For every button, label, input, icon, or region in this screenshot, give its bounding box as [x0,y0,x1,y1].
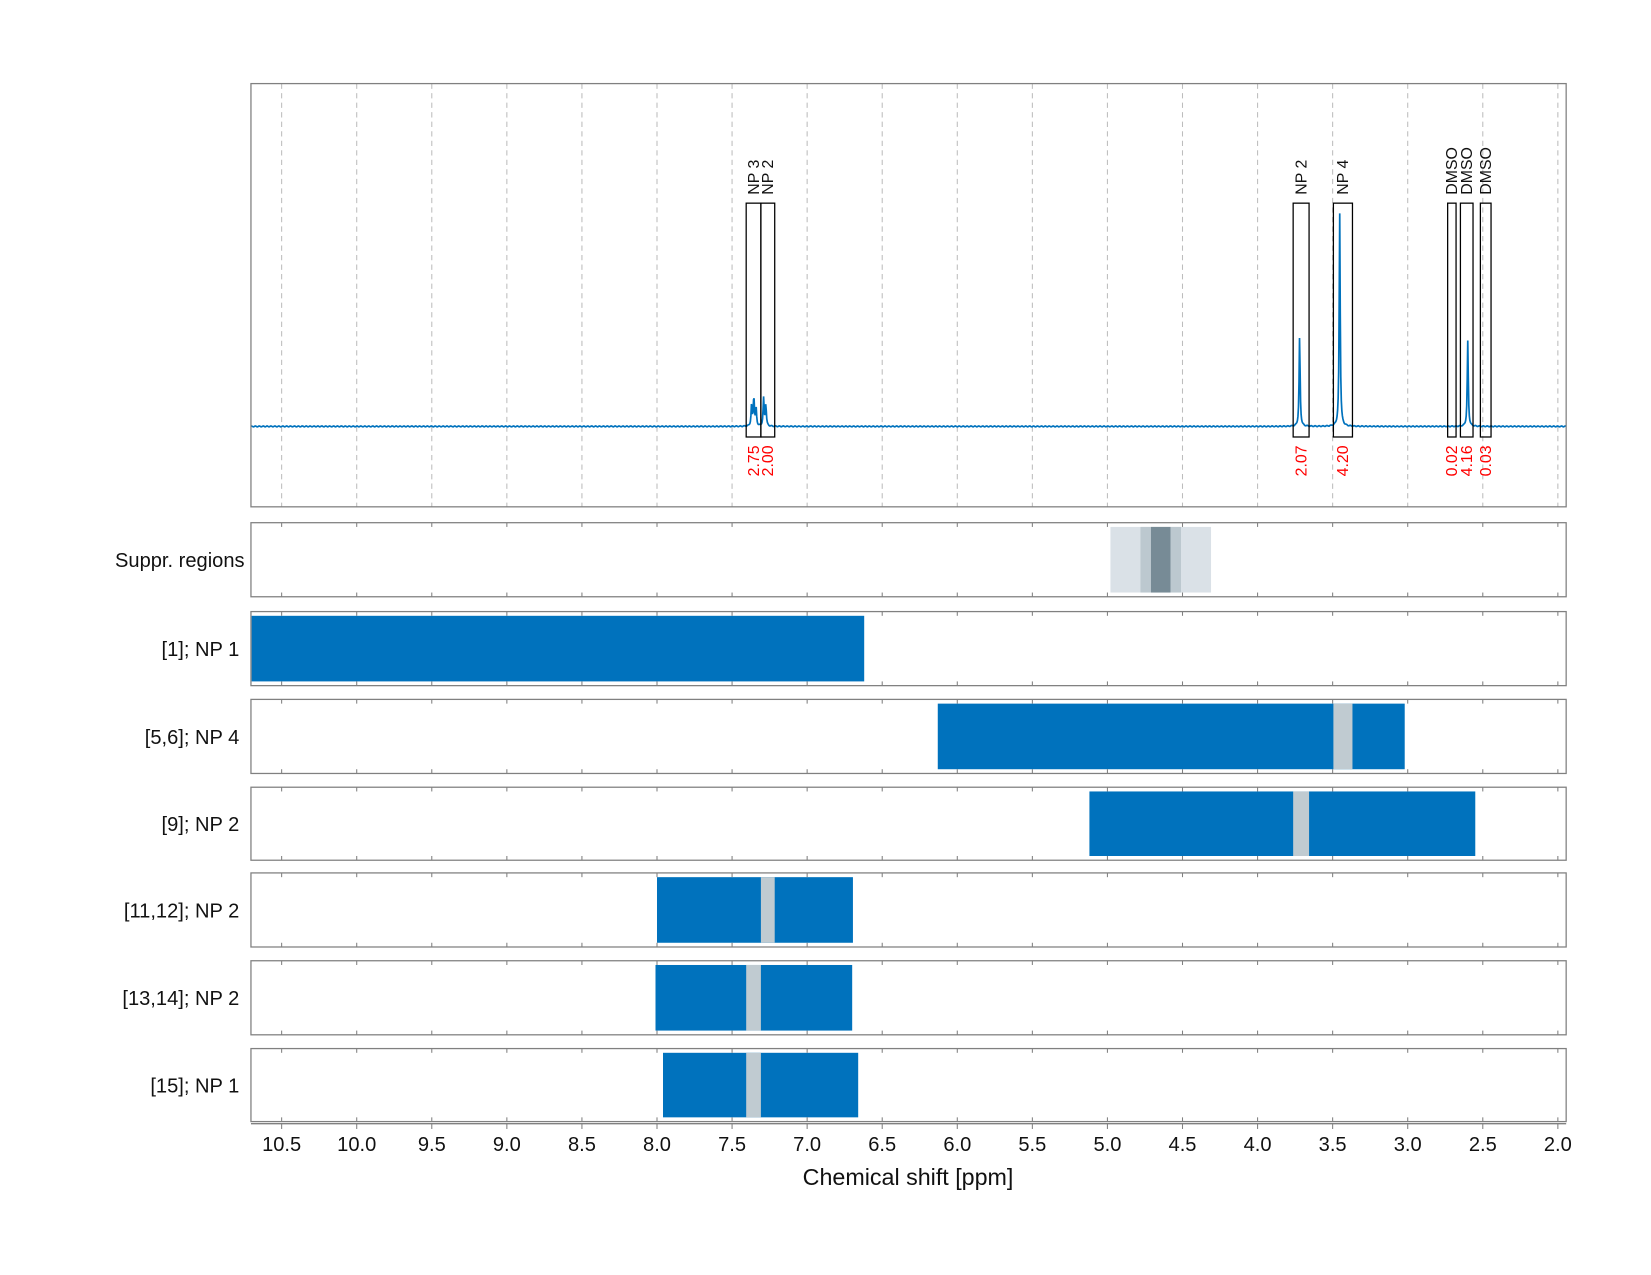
x-tick-label: 5.5 [1018,1134,1046,1156]
row-frame [250,610,1567,687]
row-frame [250,698,1567,775]
region-label: DMSO [1478,147,1495,195]
integration-region-box [1459,202,1474,438]
x-tick-label: 10.5 [262,1134,301,1156]
spectrum-line [250,213,1567,428]
x-tick-label: 7.0 [793,1134,821,1156]
x-tick-label: 8.0 [643,1134,671,1156]
region-row: [1]; NP 1 [161,610,1567,687]
region-label: DMSO [1444,147,1461,195]
region-row: [13,14]; NP 2 [122,960,1567,1036]
region-label: NP 4 [1335,160,1352,195]
integration-region-box [1447,202,1457,438]
x-axis-label: Chemical shift [ppm] [803,1164,1014,1190]
x-tick-label: 3.5 [1319,1134,1347,1156]
x-tick-label: 6.0 [943,1134,971,1156]
integral-value: 2.00 [760,445,777,476]
region-bar [760,877,775,943]
spectrum-panel: NP 3 2.75 NP 2 2.00 NP 2 2.07 NP 4 4.20 DMSO 0.02… [250,82,1567,508]
region-row: [11,12]; NP 2 [124,872,1567,948]
x-axis: 10.5 10.0 9.5 9.0 8.5 8.0 7.5 7.0 6.5 6.0 5.5 5.0 4.… [250,1123,1572,1156]
row-label: [11,12]; NP 2 [124,900,239,922]
row-label: [15]; NP 1 [150,1075,239,1097]
x-tick-label: 5.0 [1093,1134,1121,1156]
region-bar [746,1052,761,1118]
integral-value: 2.75 [746,445,763,476]
row-frame [250,960,1567,1036]
row-frame [250,786,1567,861]
integral-value: 0.03 [1478,445,1495,476]
x-tick-label: 4.0 [1244,1134,1272,1156]
region-bar [746,964,761,1031]
x-tick-label: 4.5 [1169,1134,1197,1156]
integral-value: 2.07 [1293,445,1310,476]
integration-region-box [1292,202,1310,438]
integral-value: 0.02 [1444,445,1461,476]
region-row: Suppr. regions [115,522,1567,598]
region-label: NP 2 [1293,160,1310,195]
region-row: [15]; NP 1 [150,1047,1567,1123]
x-tick-label: 6.5 [868,1134,896,1156]
region-bar [1333,703,1353,770]
row-label: [13,14]; NP 2 [122,988,239,1010]
region-label: DMSO [1459,147,1476,195]
region-bar [1089,791,1476,856]
region-row: [5,6]; NP 4 [145,698,1567,775]
integration-region-box [1332,202,1354,438]
region-bar [937,703,1405,770]
region-bar [1150,526,1171,593]
region-rows: Suppr. regions [1]; NP 1 [5,6]; NP 4 [9]; N… [115,522,1567,1123]
x-tick-label: 2.5 [1469,1134,1497,1156]
x-tick-label: 8.5 [568,1134,596,1156]
spectrum-frame [250,82,1567,508]
x-tick-label: 10.0 [337,1134,376,1156]
region-label: NP 2 [760,160,777,195]
x-tick-label: 9.5 [418,1134,446,1156]
region-bar [656,877,853,943]
row-label: Suppr. regions [115,550,245,572]
row-frame [250,872,1567,948]
x-tick-label: 2.0 [1544,1134,1572,1156]
integral-value: 4.16 [1459,445,1476,476]
row-label: [5,6]; NP 4 [145,727,240,749]
row-label: [9]; NP 2 [161,814,239,836]
region-label: NP 3 [746,160,763,195]
integration-region-box [1479,202,1492,438]
x-tick-label: 7.5 [718,1134,746,1156]
x-tick-label: 3.0 [1394,1134,1422,1156]
integral-value: 4.20 [1335,445,1352,476]
x-tick-label: 9.0 [493,1134,521,1156]
integration-region-box [760,202,776,438]
row-label: [1]; NP 1 [161,639,239,661]
row-frame [250,522,1567,598]
row-frame [250,1047,1567,1123]
region-bar [1293,791,1310,856]
region-row: [9]; NP 2 [161,786,1567,861]
region-bar [251,615,865,682]
